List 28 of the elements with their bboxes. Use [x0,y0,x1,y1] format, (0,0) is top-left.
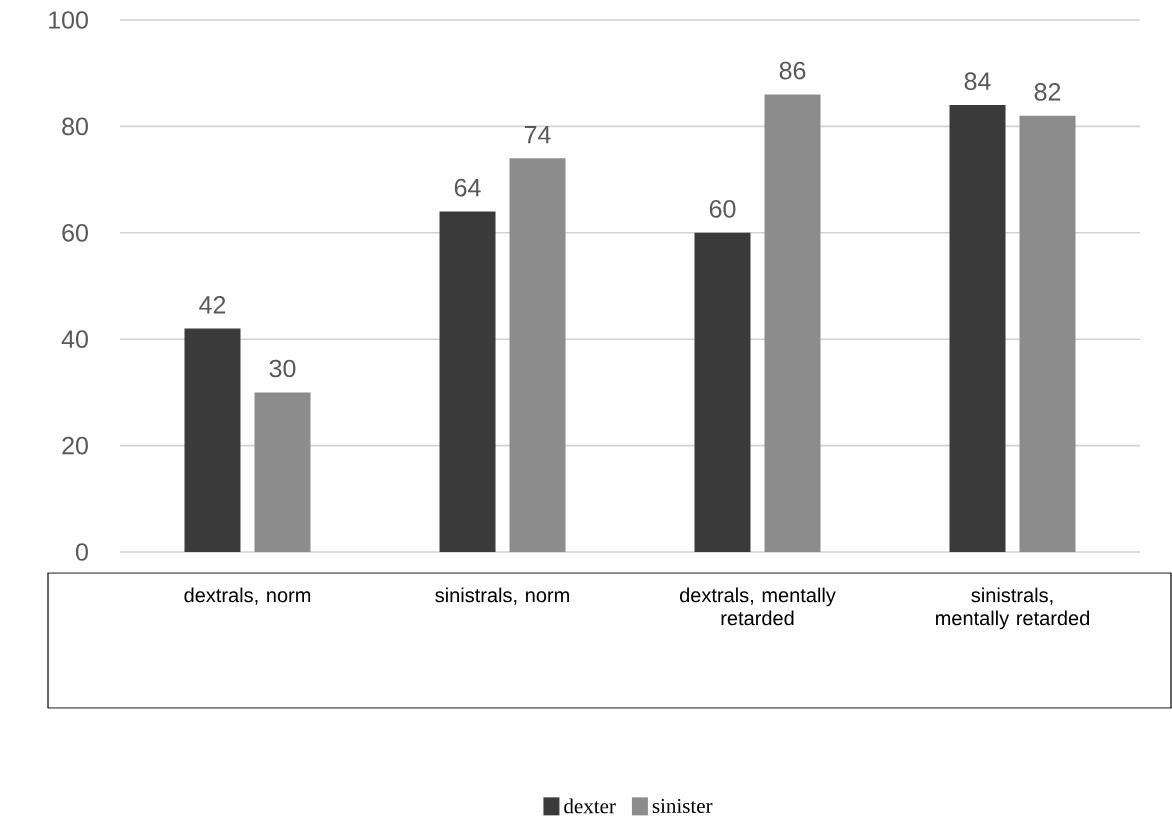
bar [184,328,241,553]
x-tick-label: dextrals, norm [184,587,311,605]
data-label: 74 [524,126,551,144]
x-tick-label: dextrals, mentally retarded [679,587,836,626]
bar [694,232,751,553]
data-label: 42 [199,296,226,314]
data-label: 86 [779,61,806,80]
legend-label: sinister [652,798,713,814]
bar [764,94,821,553]
x-tick-label: sinistrals, norm [435,587,569,605]
data-label: 64 [454,178,481,197]
bar [1019,115,1076,553]
data-label: 60 [709,200,736,218]
y-tick-label: 0 [76,543,88,561]
data-label: 82 [1034,83,1061,101]
bar [254,392,311,553]
y-tick-label: 80 [62,117,88,136]
y-tick-label: 40 [61,330,88,349]
bar [509,158,566,553]
bar [439,211,496,553]
y-tick-label: 20 [62,436,88,455]
legend-label: dexter [564,798,616,814]
data-label: 30 [269,359,296,378]
bar [949,105,1006,553]
y-tick-label: 100 [49,11,88,29]
y-tick-label: 60 [62,223,88,242]
data-label: 84 [964,72,991,91]
x-tick-label: sinistrals, mentally retarded [936,587,1090,630]
